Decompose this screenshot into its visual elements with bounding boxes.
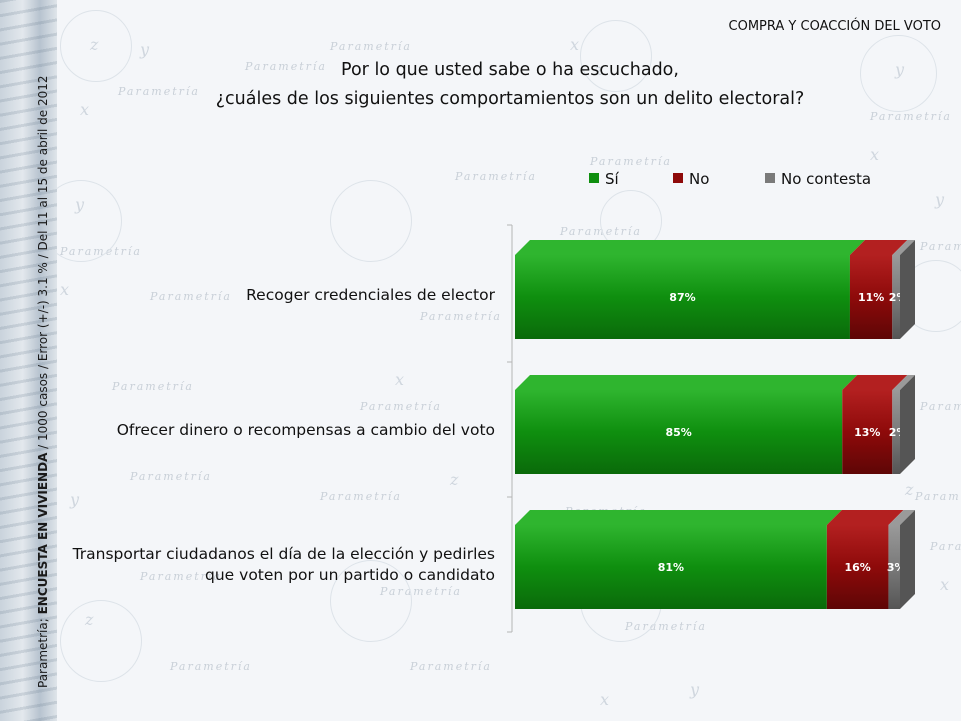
legend-item: No [673, 170, 709, 188]
watermark-axis: x [395, 370, 405, 389]
watermark-axis: y [690, 680, 700, 699]
category-label: Recoger credenciales de elector [65, 285, 495, 306]
bar-segment-top [842, 375, 908, 390]
legend-label: Sí [605, 170, 619, 188]
category-label-line: Recoger credenciales de elector [246, 285, 495, 304]
bar-segment [892, 255, 900, 339]
watermark-brand: Parametría [915, 490, 961, 503]
watermark-axis: z [450, 470, 459, 489]
bar-segment-top [892, 240, 915, 255]
watermark-brand: Parametría [140, 570, 222, 583]
legend-label: No [689, 170, 710, 188]
bar-side [900, 510, 915, 609]
question-line-2: ¿cuáles de los siguientes comportamiento… [215, 89, 805, 109]
watermark-brand: Parametría [170, 660, 252, 673]
bar-segment [515, 390, 843, 474]
question-title: Por lo que usted sabe o ha escuchado, ¿c… [140, 56, 880, 114]
category-label: Transportar ciudadanos el día de la elec… [65, 544, 495, 586]
watermark-brand: Parametría [112, 380, 194, 393]
side-decoration [0, 0, 57, 721]
legend-swatch [589, 173, 599, 183]
watermark-brand: Parametría [410, 660, 492, 673]
legend-label: No contesta [781, 170, 872, 188]
bar-side [900, 375, 915, 474]
bar-segment [515, 255, 850, 339]
watermark-circle [60, 10, 132, 82]
watermark-circle [330, 180, 412, 262]
data-label: 16% [844, 561, 870, 574]
legend-item: No contesta [765, 170, 871, 188]
category-label-line: Ofrecer dinero o recompensas a cambio de… [116, 420, 495, 439]
data-label: 85% [665, 426, 691, 439]
watermark-brand: Parametría [360, 400, 442, 413]
bar-segment-top [826, 510, 904, 525]
legend-swatch [673, 173, 683, 183]
data-label: 87% [669, 291, 695, 304]
watermark-brand: Parametría [130, 470, 212, 483]
watermark-brand: Parametría [330, 40, 412, 53]
watermark-brand: Parametría [590, 155, 672, 168]
watermark-circle [860, 35, 937, 112]
watermark-axis: x [940, 575, 950, 594]
data-label: 81% [658, 561, 684, 574]
watermark-brand: Parametría [150, 290, 232, 303]
watermark-brand: Parametría [420, 310, 502, 323]
bar-segment [515, 525, 827, 609]
watermark-brand: Parametría [455, 170, 537, 183]
data-label: 11% [858, 291, 884, 304]
watermark-brand: Parametría [930, 540, 961, 553]
watermark-axis: z [905, 480, 914, 499]
bar-segment [892, 390, 900, 474]
watermark-brand: Parametría [920, 240, 961, 253]
watermark-axis: y [70, 490, 80, 509]
legend-item: Sí [589, 170, 619, 188]
category-label-line: Transportar ciudadanos el día de la elec… [72, 545, 495, 563]
watermark-brand: Parametría [320, 490, 402, 503]
data-label: 13% [854, 426, 880, 439]
bar-segment-top [515, 375, 858, 390]
bar-segment [842, 390, 893, 474]
legend-swatch [765, 173, 775, 183]
bar-side [900, 240, 915, 339]
watermark-circle [330, 560, 412, 642]
watermark-axis: y [140, 40, 150, 59]
bar-segment-top [849, 240, 908, 255]
watermark-brand: Parametría [245, 60, 327, 73]
bar-segment-top [515, 240, 865, 255]
bar-segment [888, 525, 900, 609]
watermark-circle [60, 600, 142, 682]
bar-segment [849, 255, 893, 339]
bar-segment-top [515, 510, 842, 525]
category-label-line: que voten por un partido o candidato [205, 566, 495, 584]
bar-segment-top [892, 375, 915, 390]
watermark-circle [580, 20, 652, 92]
watermark-axis: x [870, 145, 880, 164]
category-label: Ofrecer dinero o recompensas a cambio de… [65, 420, 495, 441]
question-line-1: Por lo que usted sabe o ha escuchado, [341, 60, 679, 80]
watermark-axis: x [570, 35, 580, 54]
section-title: COMPRA Y COACCIÓN DEL VOTO [728, 19, 941, 34]
watermark-brand: Parametría [920, 400, 961, 413]
watermark-brand: Parametría [118, 85, 200, 98]
watermark-axis: x [600, 690, 610, 709]
watermark-axis: x [60, 280, 70, 299]
watermark-axis: x [80, 100, 90, 119]
bar-segment [826, 525, 889, 609]
watermark-brand: Parametría [870, 110, 952, 123]
bar-segment-top [888, 510, 915, 525]
watermark-axis: y [935, 190, 945, 209]
